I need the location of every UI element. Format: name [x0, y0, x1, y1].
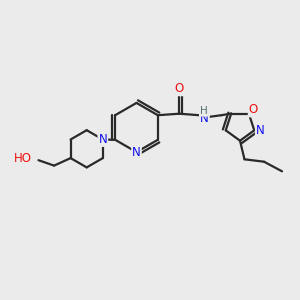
Text: N: N [132, 146, 141, 159]
Text: HO: HO [14, 152, 32, 165]
Text: N: N [98, 133, 107, 146]
Text: O: O [175, 82, 184, 95]
Text: H: H [200, 106, 208, 116]
Text: O: O [249, 103, 258, 116]
Text: N: N [200, 112, 209, 125]
Text: N: N [256, 124, 265, 137]
